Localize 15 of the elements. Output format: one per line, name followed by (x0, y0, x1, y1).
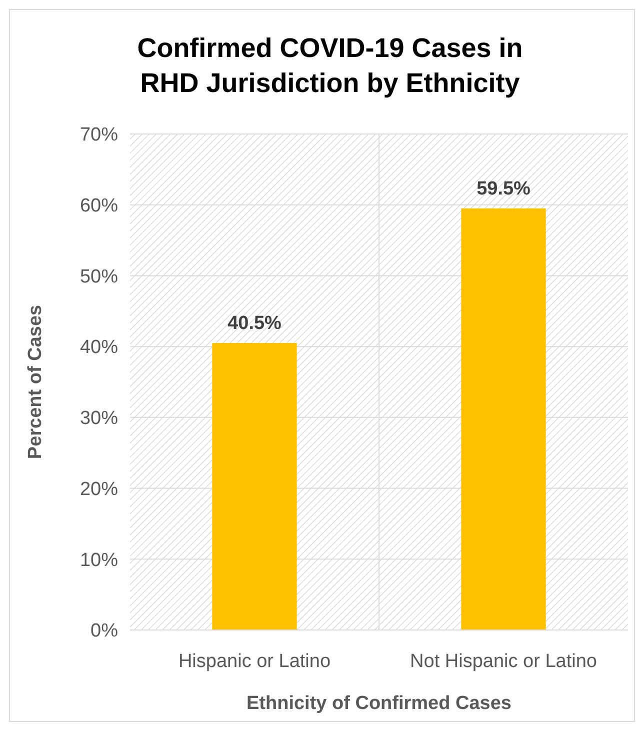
x-tick-label: Not Hispanic or Latino (410, 651, 597, 672)
data-label: 40.5% (228, 313, 282, 334)
y-tick-label: 40% (80, 337, 118, 358)
y-tick-label: 30% (80, 408, 118, 430)
x-tick-label: Hispanic or Latino (178, 651, 331, 672)
chart-title: Confirmed COVID-19 Cases in RHD Jurisdiction by Ethnicity (137, 33, 523, 98)
y-tick-label: 60% (80, 196, 118, 217)
data-label: 59.5% (476, 178, 531, 200)
y-tick-label: 50% (80, 266, 118, 288)
y-axis-title: Percent of Cases (25, 304, 46, 460)
y-tick-label: 70% (80, 124, 118, 146)
x-axis-title: Ethnicity of Confirmed Cases (246, 693, 512, 714)
y-tick-label: 0% (90, 620, 118, 642)
y-tick-label: 20% (80, 478, 118, 500)
y-tick-label: 10% (80, 550, 118, 571)
